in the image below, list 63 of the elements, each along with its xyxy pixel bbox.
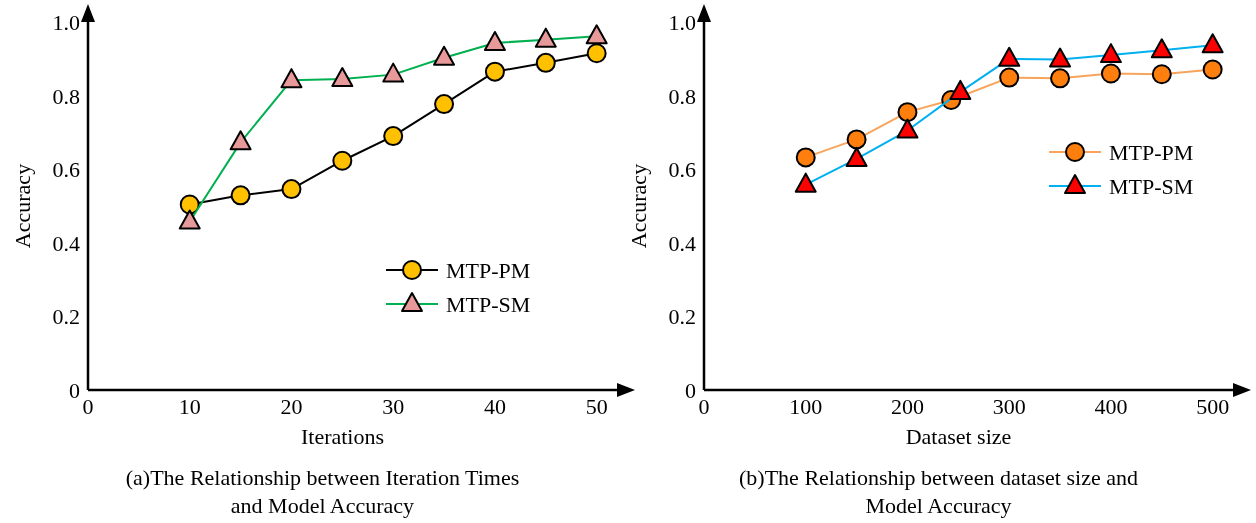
point	[896, 118, 919, 139]
point	[1151, 64, 1172, 85]
x-tick-label: 50	[585, 394, 608, 419]
point	[795, 147, 816, 168]
text: (a)The Relationship between Iteration Times and Model Accuracy	[125, 465, 520, 518]
x-tick-label: 300	[992, 394, 1026, 419]
y-axis-title: Accuracy	[10, 163, 35, 249]
x-tick-label: 10	[178, 394, 201, 419]
y-tick-label: 0.2	[668, 304, 696, 330]
point	[229, 130, 252, 151]
x-tick-label: 100	[789, 394, 823, 419]
x-tick-label: 500	[1196, 394, 1230, 419]
point	[534, 27, 557, 48]
y-tick-label: 0.6	[52, 157, 80, 183]
point	[230, 185, 251, 206]
y-tick-label: 1.0	[52, 10, 80, 35]
x-tick-label: 200	[890, 394, 924, 419]
point	[331, 67, 354, 88]
point	[586, 43, 607, 64]
point	[585, 24, 608, 45]
legend-label: MTP-PM	[1109, 140, 1194, 165]
y-tick-label: 1.0	[668, 10, 696, 35]
point	[332, 150, 353, 171]
legend-label: MTP-SM	[446, 292, 531, 317]
point	[484, 61, 505, 82]
y-tick-label: 0.4	[52, 230, 80, 256]
y-axis-title: Accuracy	[626, 163, 651, 249]
y-tick-label: 0.2	[52, 304, 80, 330]
x-axis-title: Iterations	[300, 424, 385, 449]
point	[999, 67, 1020, 88]
y-tick-label: 0	[685, 378, 696, 403]
x-tick-label: 40	[483, 394, 506, 419]
point	[383, 126, 404, 147]
point	[280, 68, 303, 89]
y-tick-label: 0.8	[668, 83, 696, 109]
point	[1050, 68, 1071, 89]
point	[433, 45, 456, 66]
point	[846, 129, 867, 150]
y-tick-label: 0.4	[668, 230, 696, 256]
x-tick-label: 30	[382, 394, 405, 419]
text: (b)The Relationship between dataset size and Model Accuracy	[739, 465, 1138, 518]
point	[535, 52, 556, 73]
point	[1100, 63, 1121, 84]
x-tick-label: 20	[280, 394, 303, 419]
point	[1099, 43, 1122, 64]
x-axis-title: Dataset size	[905, 424, 1012, 449]
point	[483, 30, 506, 51]
legend-label: MTP-PM	[446, 258, 531, 283]
legend-label: MTP-SM	[1109, 174, 1194, 199]
point	[1201, 33, 1224, 54]
point	[434, 94, 455, 115]
point	[1202, 59, 1223, 80]
point	[382, 62, 405, 83]
x-tick-label: 400	[1094, 394, 1128, 419]
point	[1150, 38, 1173, 59]
point	[998, 46, 1021, 67]
point	[1049, 47, 1072, 68]
point	[897, 102, 918, 123]
y-tick-label: 0.6	[668, 157, 696, 183]
point	[281, 179, 302, 200]
y-tick-label: 0.8	[52, 83, 80, 109]
point	[949, 79, 972, 100]
y-tick-label: 0	[69, 378, 80, 403]
